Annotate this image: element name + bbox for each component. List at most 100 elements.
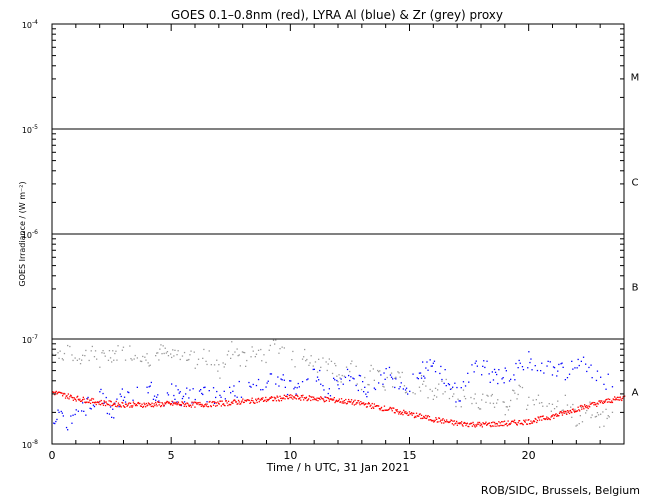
data-point: [577, 406, 579, 408]
data-point: [508, 405, 511, 408]
data-point: [524, 421, 526, 423]
data-point: [603, 425, 605, 427]
data-point: [280, 397, 282, 399]
data-point: [311, 396, 313, 398]
data-point: [331, 399, 333, 401]
data-point: [557, 370, 559, 372]
data-point: [231, 341, 233, 343]
data-point: [485, 421, 487, 423]
data-point: [482, 422, 484, 424]
data-point: [589, 401, 591, 403]
data-point: [558, 412, 561, 414]
data-point: [127, 403, 130, 405]
data-point: [557, 415, 559, 417]
data-point: [145, 359, 147, 361]
data-point: [219, 394, 221, 396]
data-point: [456, 386, 458, 389]
data-point: [363, 402, 365, 404]
data-point: [150, 381, 152, 384]
data-point: [87, 401, 90, 404]
data-point: [234, 351, 236, 353]
data-point: [401, 371, 403, 374]
data-point: [595, 379, 598, 382]
data-point: [127, 404, 129, 406]
data-point: [268, 398, 270, 400]
data-point: [440, 419, 442, 421]
data-point: [503, 401, 505, 403]
data-point: [352, 377, 354, 379]
data-point: [330, 360, 333, 362]
data-point: [112, 404, 114, 406]
data-point: [141, 403, 143, 405]
data-point: [60, 392, 62, 394]
data-point: [197, 358, 200, 360]
data-point: [413, 412, 415, 415]
data-point: [519, 362, 521, 364]
data-point: [437, 421, 439, 423]
data-point: [335, 400, 337, 402]
data-point: [385, 368, 387, 370]
data-point: [133, 358, 135, 360]
data-point: [162, 345, 164, 347]
data-point: [67, 393, 69, 395]
data-point: [298, 398, 300, 400]
data-point: [225, 400, 227, 402]
data-point: [338, 400, 340, 402]
data-point: [462, 425, 464, 427]
data-point: [255, 384, 258, 387]
data-point: [528, 396, 530, 398]
data-point: [247, 399, 249, 401]
data-point: [346, 402, 348, 405]
data-point: [190, 406, 192, 408]
data-point: [60, 410, 62, 413]
data-point: [410, 413, 412, 415]
data-point: [327, 392, 329, 395]
data-point: [453, 420, 456, 422]
data-point: [607, 373, 609, 375]
data-point: [340, 401, 342, 403]
data-point: [212, 387, 215, 389]
data-point: [149, 385, 151, 387]
data-point: [420, 377, 423, 379]
data-point: [507, 409, 510, 411]
data-point: [599, 400, 601, 402]
data-point: [432, 419, 434, 422]
data-point: [420, 375, 423, 377]
data-point: [303, 397, 305, 399]
data-point: [513, 421, 515, 423]
data-point: [320, 397, 323, 399]
data-point: [100, 399, 102, 402]
data-point: [567, 411, 569, 414]
data-point: [320, 366, 322, 368]
data-point: [504, 414, 506, 416]
data-point: [160, 405, 162, 407]
y-axis-label: GOES Irradiance / (W m⁻²): [18, 181, 27, 286]
data-point: [503, 420, 506, 422]
data-point: [152, 398, 155, 400]
data-point: [487, 395, 489, 397]
data-point: [378, 408, 381, 410]
data-point: [278, 400, 280, 402]
data-point: [238, 401, 240, 403]
data-point: [579, 415, 581, 417]
data-point: [313, 396, 315, 398]
data-point: [436, 418, 438, 420]
data-point: [369, 405, 371, 407]
data-point: [177, 403, 179, 405]
data-point: [548, 418, 550, 420]
data-point: [59, 392, 62, 394]
series-goes-0-1-0-8nm: [52, 390, 626, 428]
data-point: [364, 376, 366, 379]
data-point: [182, 402, 184, 404]
data-point: [90, 408, 92, 410]
data-point: [384, 378, 386, 380]
data-point: [464, 385, 467, 387]
data-point: [551, 403, 554, 405]
data-point: [314, 398, 316, 401]
data-point: [409, 390, 411, 392]
data-point: [393, 407, 395, 409]
data-point: [547, 417, 549, 419]
data-point: [584, 405, 586, 408]
data-point: [590, 403, 592, 405]
data-point: [230, 404, 232, 406]
